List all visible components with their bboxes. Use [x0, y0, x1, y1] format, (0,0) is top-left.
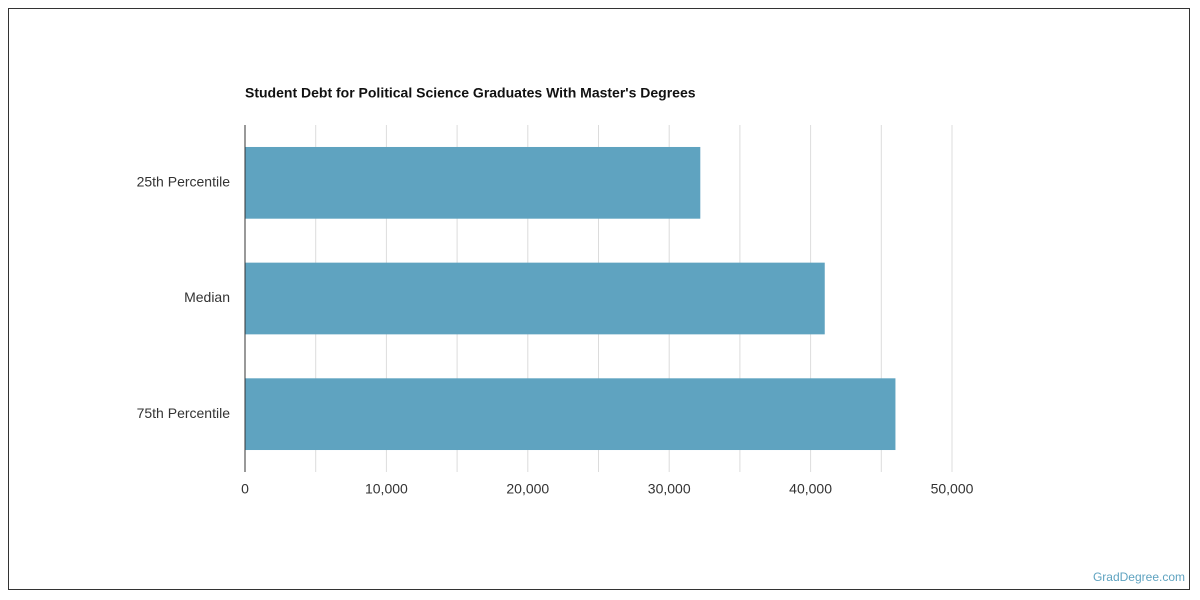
x-tick-label: 40,000	[789, 481, 832, 497]
bar	[245, 262, 825, 335]
x-tick-label: 10,000	[365, 481, 408, 497]
x-tick-label: 20,000	[506, 481, 549, 497]
chart-title: Student Debt for Political Science Gradu…	[245, 85, 696, 101]
y-tick-label: 25th Percentile	[137, 174, 231, 190]
bar	[245, 378, 896, 451]
bar	[245, 146, 701, 219]
x-tick-label: 50,000	[931, 481, 974, 497]
y-tick-label: 75th Percentile	[137, 405, 231, 421]
x-tick-label: 30,000	[648, 481, 691, 497]
footer[interactable]: GradDegree.com	[1093, 570, 1185, 584]
x-tick-label: 0	[241, 481, 249, 497]
y-tick-label: Median	[184, 289, 230, 305]
